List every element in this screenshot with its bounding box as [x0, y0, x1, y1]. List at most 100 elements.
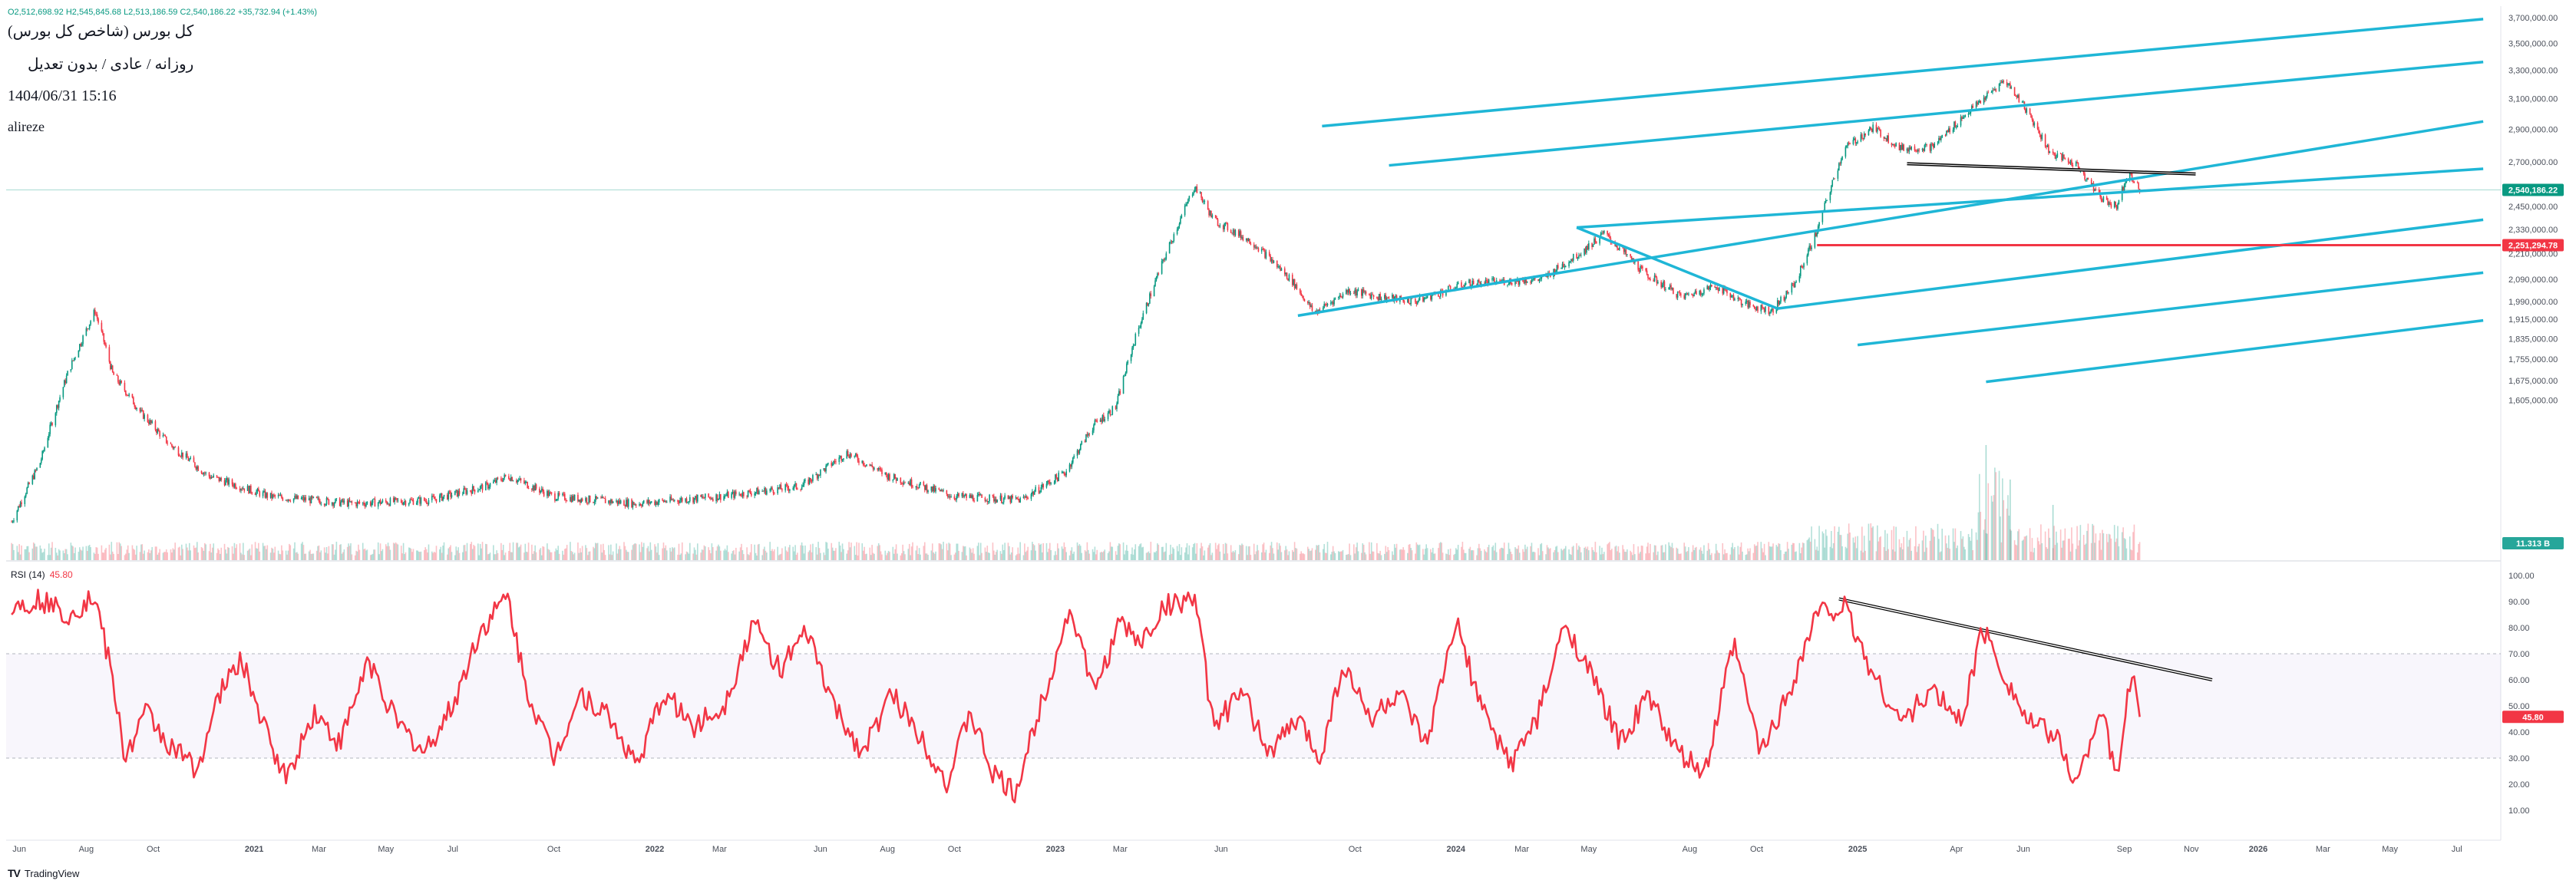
- price-candle: [451, 492, 453, 499]
- volume-bar: [1211, 552, 1214, 560]
- price-candle: [1142, 310, 1144, 321]
- volume-bar: [71, 545, 73, 560]
- volume-bar: [264, 546, 266, 560]
- volume-bar: [854, 555, 857, 560]
- volume-bar: [2092, 525, 2095, 560]
- price-candle: [1972, 103, 1974, 109]
- volume-bar: [1341, 551, 1342, 560]
- volume-bar: [1569, 554, 1571, 560]
- volume-bar: [327, 553, 329, 560]
- volume-bar: [1603, 552, 1605, 560]
- volume-bar: [1869, 540, 1871, 560]
- volume-bar: [1388, 550, 1390, 560]
- volume-bar: [17, 552, 19, 560]
- volume-bar: [141, 544, 144, 560]
- volume-bar: [748, 555, 750, 560]
- volume-bar: [1045, 542, 1048, 560]
- volume-bar: [2069, 539, 2070, 560]
- price-candle: [774, 492, 775, 495]
- footer-brand[interactable]: TV TradingView: [8, 867, 79, 879]
- channel-line[interactable]: [1576, 226, 1778, 310]
- volume-bar: [665, 545, 667, 560]
- volume-bar: [1308, 549, 1310, 560]
- volume-bar: [348, 546, 351, 560]
- volume-bar: [1085, 551, 1087, 560]
- volume-bar: [1785, 551, 1787, 560]
- volume-bar: [1293, 542, 1296, 560]
- time-axis[interactable]: Jun Aug Oct 2021 Mar May Jul Oct 2022 Mar Jun Aug Oc…: [12, 845, 2462, 854]
- price-candle: [1293, 279, 1294, 286]
- channel-line[interactable]: [1857, 271, 2484, 347]
- volume-bar: [471, 542, 473, 560]
- price-candle: [755, 491, 757, 496]
- price-candle: [858, 458, 860, 466]
- volume-bar: [1807, 539, 1809, 560]
- price-candle: [693, 497, 695, 504]
- volume-bar: [1214, 542, 1217, 560]
- volume-bar: [1408, 544, 1410, 560]
- volume-bar: [1568, 549, 1570, 560]
- price-candle: [1992, 87, 1993, 94]
- price-candle: [362, 502, 364, 506]
- volume-bar: [2015, 544, 2016, 560]
- price-candle: [1161, 258, 1163, 275]
- price-candle: [1729, 292, 1732, 301]
- time-tick-label: 2021: [245, 845, 263, 854]
- rsi-axis[interactable]: 100.0090.0080.0070.0060.0050.0040.0030.0…: [2508, 572, 2535, 816]
- price-candle: [1964, 114, 1967, 118]
- volume-bar: [781, 548, 783, 560]
- volume-bar: [1998, 470, 2000, 560]
- channel-line[interactable]: [1389, 60, 2484, 167]
- volume-bar: [1148, 551, 1150, 560]
- price-candle: [817, 473, 819, 482]
- volume-bar: [1288, 551, 1290, 560]
- channel-line[interactable]: [1297, 120, 2484, 318]
- volume-bar: [904, 554, 906, 560]
- price-candle: [695, 496, 696, 500]
- volume-bar: [1232, 550, 1234, 560]
- price-candle: [1295, 283, 1296, 289]
- price-candle: [425, 499, 428, 504]
- volume-bar: [1468, 549, 1470, 560]
- price-candle: [1979, 99, 1980, 104]
- price-candle: [1346, 289, 1349, 295]
- channel-line[interactable]: [1986, 318, 2484, 384]
- price-candle: [1016, 496, 1018, 500]
- volume-bar: [248, 549, 249, 560]
- channel-line[interactable]: [1777, 218, 2484, 310]
- price-candle: [1231, 232, 1233, 235]
- price-candle: [488, 484, 490, 491]
- volume-bar: [1033, 545, 1035, 560]
- drawings[interactable]: [1297, 18, 2501, 681]
- volume-bar: [210, 552, 213, 560]
- volume-bar: [87, 551, 88, 560]
- channel-line[interactable]: [1322, 18, 2484, 128]
- volume-bar: [642, 546, 644, 560]
- volume-bar: [1273, 553, 1275, 560]
- price-candle: [271, 490, 272, 501]
- volume-bar: [800, 545, 801, 560]
- price-candle: [2048, 143, 2049, 155]
- volume-bar: [57, 555, 59, 560]
- price-candle: [1594, 236, 1597, 244]
- price-axis[interactable]: 3,700,000.003,500,000.003,300,000.003,10…: [2508, 14, 2558, 405]
- volume-bar: [256, 548, 257, 560]
- volume-bar: [494, 554, 496, 560]
- channel-line[interactable]: [1576, 167, 2484, 229]
- price-candle: [1055, 473, 1056, 485]
- volume-bar: [415, 550, 418, 560]
- volume-bar: [1295, 548, 1296, 560]
- price-candle: [385, 498, 387, 503]
- volume-bar: [1204, 550, 1206, 560]
- price-candle: [454, 490, 456, 496]
- volume-bar: [2062, 540, 2064, 560]
- volume-bar: [1546, 545, 1548, 560]
- price-candle: [726, 489, 728, 497]
- price-candle: [180, 450, 183, 460]
- price-candle: [2036, 121, 2039, 130]
- price-candle: [1306, 300, 1309, 305]
- price-candle: [157, 427, 160, 432]
- volume-bar: [989, 552, 990, 560]
